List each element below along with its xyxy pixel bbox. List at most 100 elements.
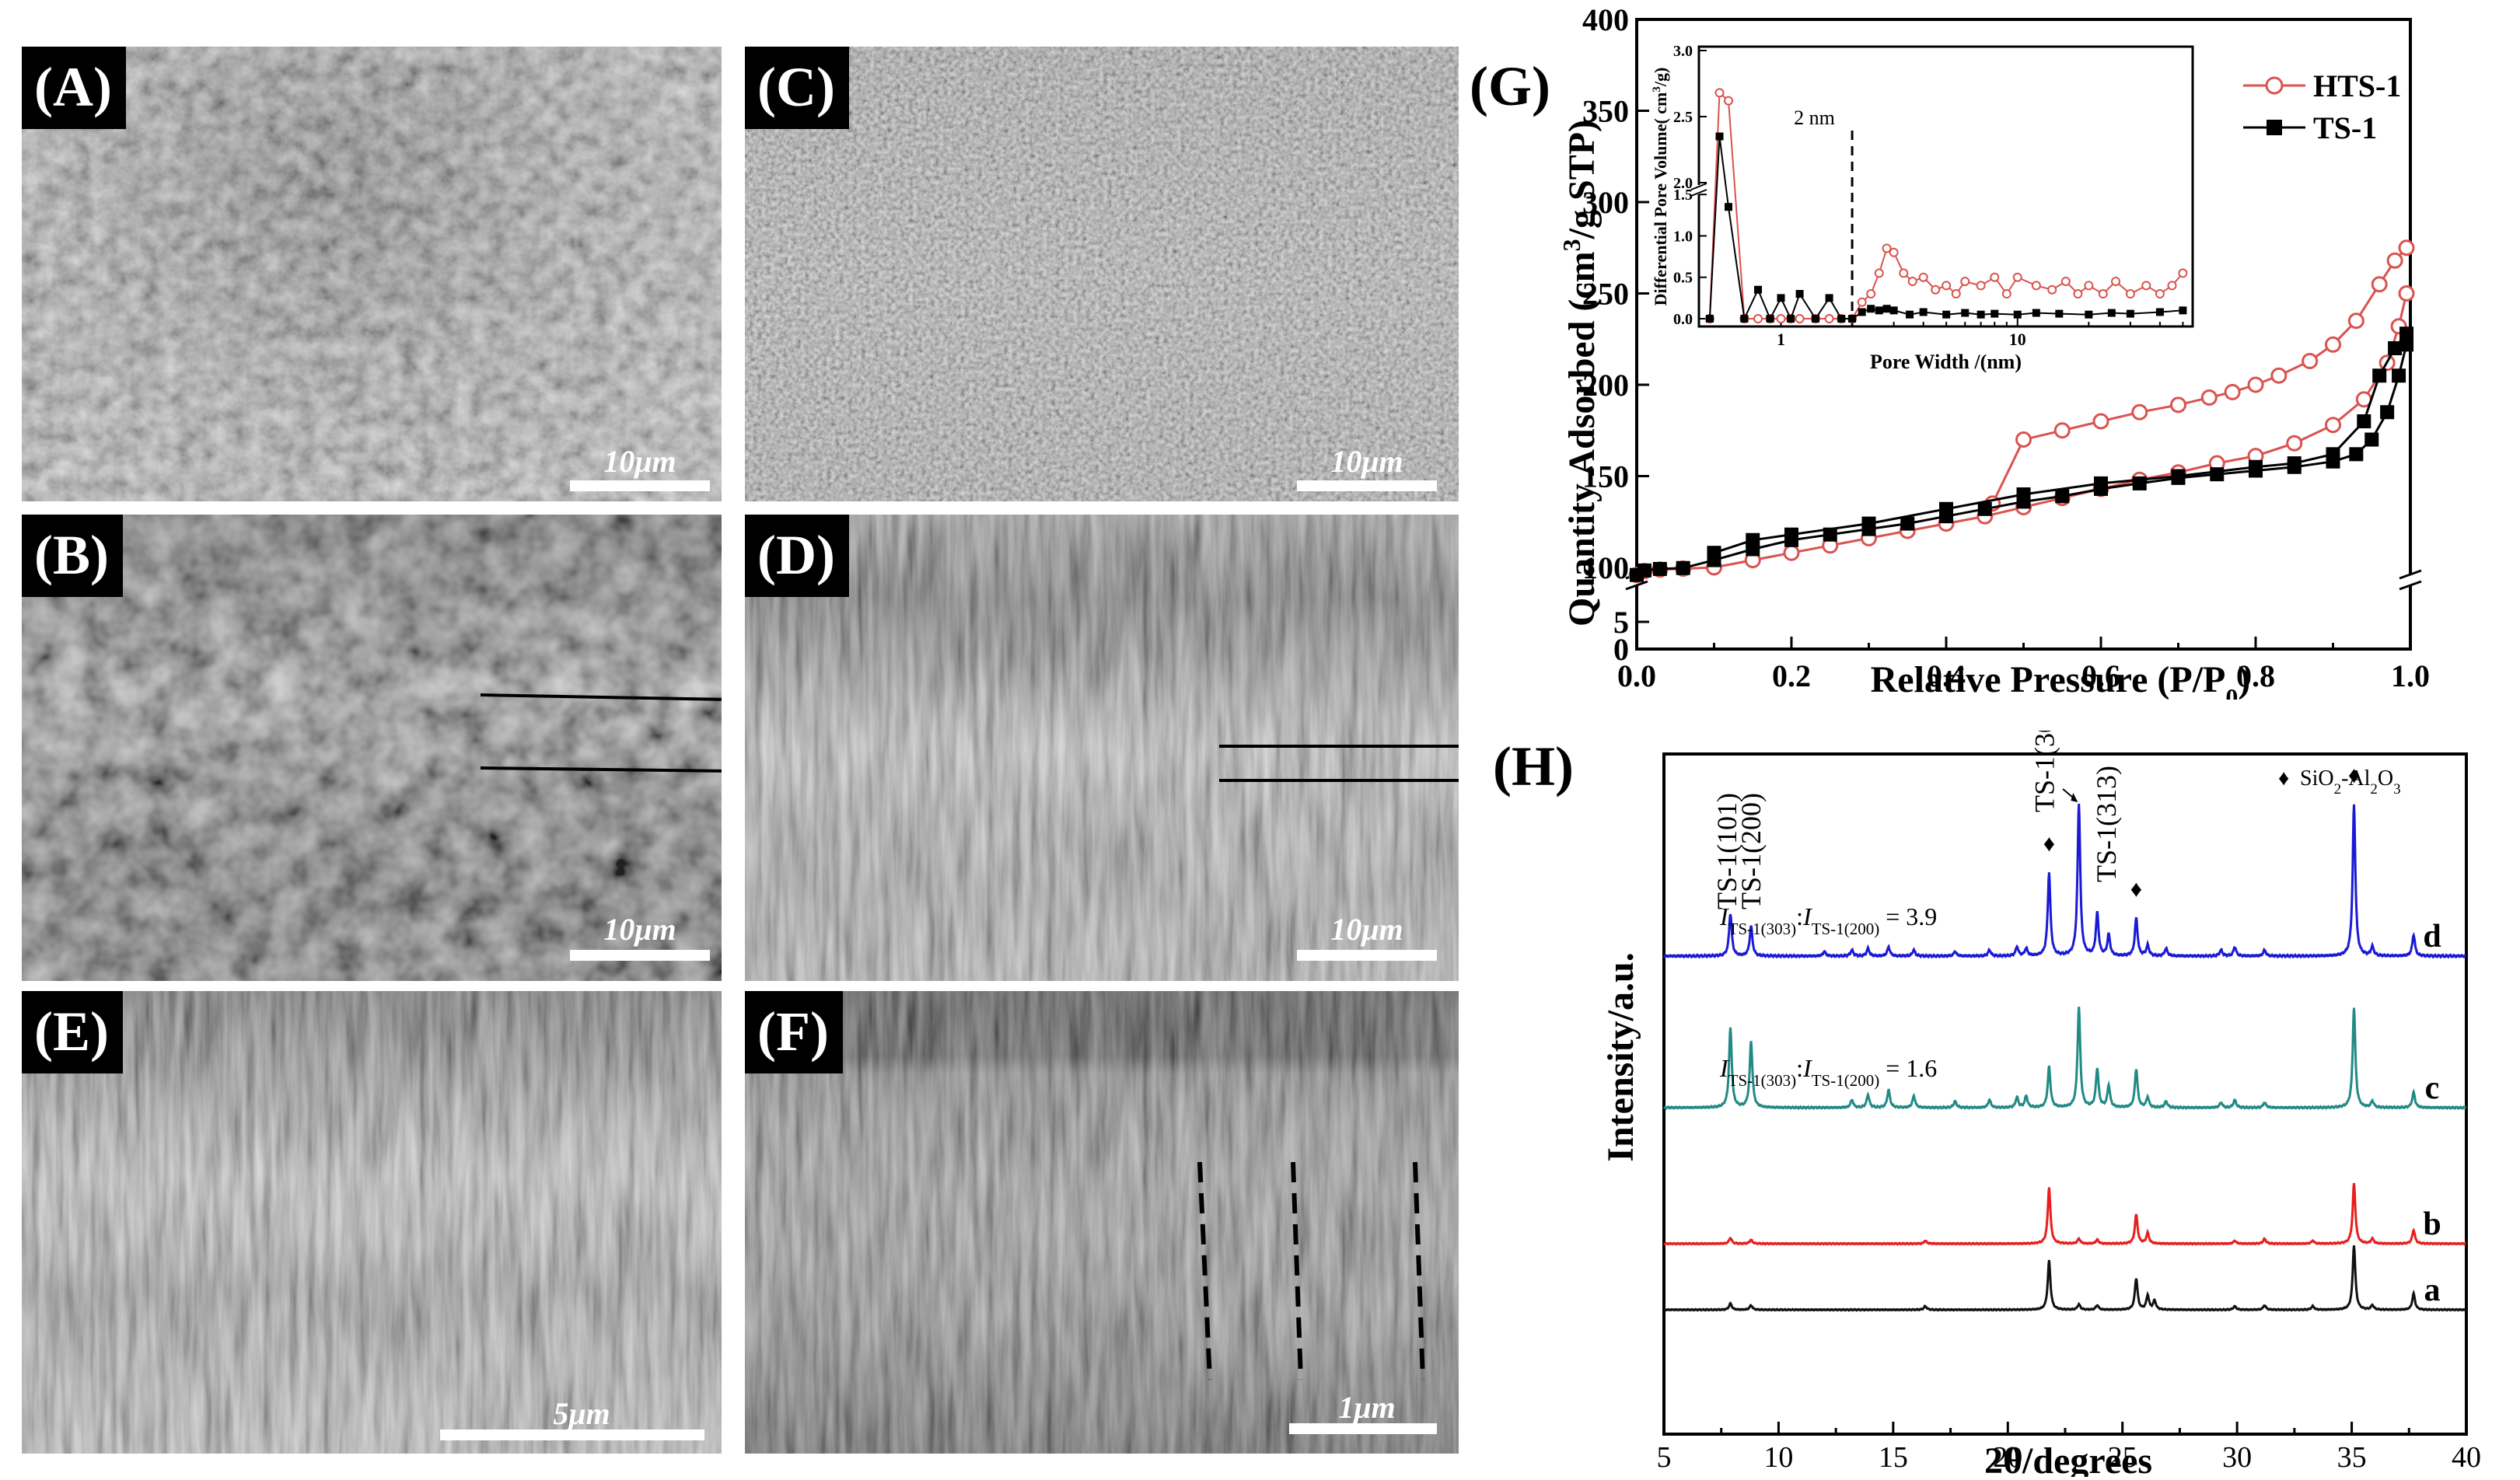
sem-texture: [22, 991, 722, 1454]
data-point-ts1: [2372, 368, 2387, 383]
inset-point-hts1: [2031, 281, 2041, 291]
sem-panel-b: (B) 10μm: [22, 515, 722, 981]
inset-point-ts1: [1777, 294, 1785, 302]
x-tick-label: 40: [2452, 1441, 2481, 1474]
legend-marker: [2265, 76, 2284, 95]
layer-boundary-lines: [480, 693, 722, 773]
data-point-hts1: [2347, 312, 2364, 330]
xrd-pattern-a: [1663, 1245, 2467, 1312]
inset-point-hts1: [1882, 243, 1892, 253]
legend-diamond-icon: ♦: [2278, 766, 2289, 791]
data-point-ts1: [2210, 467, 2225, 482]
x-tick-label: 0.2: [1772, 658, 1811, 693]
diamond-marker-icon: ♦: [2043, 831, 2055, 857]
legend-label: SiO2-Al2O3: [2300, 766, 2401, 798]
inset-point-hts1: [1931, 284, 1941, 295]
inset-frame: [1697, 45, 2194, 328]
inset-point-ts1: [1795, 290, 1804, 298]
scale-bar: [1297, 480, 1437, 491]
data-point-ts1: [2399, 326, 2414, 341]
scale-bar: [440, 1429, 704, 1440]
data-point-ts1: [2016, 487, 2031, 501]
inset-y-tick-label: 2.5: [1673, 109, 1693, 126]
chart-isotherm: (G) 0.0 0.2 0.4 0.6 0.8 1.0 05 100 150 200 250 300 3…: [1470, 2, 2430, 700]
inset-point-ts1: [1875, 306, 1883, 315]
y-axis-label: Intensity/a.u.: [1600, 952, 1641, 1161]
inset-point-ts1: [1740, 315, 1749, 323]
inset-point-ts1: [2013, 310, 2022, 319]
diamond-marker-icon: ♦: [2348, 763, 2360, 788]
inset-point-hts1: [2167, 281, 2177, 291]
panel-label-f: (F): [745, 991, 843, 1073]
inset-point-ts1: [1867, 305, 1875, 313]
inset-point-hts1: [1776, 314, 1786, 323]
inset-point-ts1: [1766, 315, 1774, 323]
data-point-ts1: [2055, 489, 2070, 504]
sem-panel-e: (E) 5μm: [22, 991, 722, 1454]
data-point-ts1: [1784, 527, 1798, 542]
inset-axis-break-mark: [1690, 189, 1707, 197]
data-point-ts1: [2380, 405, 2395, 420]
x-tick-label: 15: [1879, 1441, 1908, 1474]
scale-bar: [570, 950, 710, 961]
data-point-hts1: [2224, 383, 2241, 400]
data-point-ts1: [1652, 561, 1667, 576]
xrd-pattern-c: [1663, 1007, 2467, 1111]
data-point-hts1: [2302, 352, 2319, 369]
data-point-ts1: [1707, 546, 1721, 560]
inset-point-hts1: [2111, 277, 2121, 287]
inset-point-hts1: [1889, 247, 1899, 257]
x-tick-label: 10: [1763, 1441, 1793, 1474]
scale-bar-label: 10μm: [603, 912, 676, 947]
data-point-hts1: [2015, 431, 2032, 448]
inset-point-hts1: [2047, 284, 2057, 295]
panel-label-e: (E): [22, 991, 123, 1073]
data-point-ts1: [2392, 368, 2406, 383]
sem-panel-c: (C) 10μm: [745, 47, 1459, 501]
inset-point-ts1: [2155, 308, 2164, 316]
y-tick-label: 150: [1582, 459, 1629, 494]
legend-label: HTS-1: [2313, 68, 2401, 103]
data-point-ts1: [2357, 414, 2371, 428]
series-label-b: b: [2423, 1206, 2441, 1242]
data-point-hts1: [2371, 276, 2388, 293]
sem-texture: [745, 991, 1459, 1454]
inset-point-ts1: [1725, 203, 1733, 211]
inset-point-ts1: [1906, 310, 1914, 319]
inset-point-ts1: [1754, 285, 1763, 294]
data-point-hts1: [2270, 367, 2288, 384]
inset-point-hts1: [1918, 272, 1928, 282]
inset-y-tick-label: 2.0: [1673, 175, 1693, 192]
legend-label: TS-1: [2313, 110, 2377, 145]
inset-point-hts1: [1724, 96, 1734, 106]
scale-bar-label: 1μm: [1338, 1390, 1396, 1425]
y-axis-label: Quantity Adsorbed (cm3/g STP): [1557, 120, 1603, 627]
y-tick-label: 100: [1582, 550, 1629, 585]
inset-point-hts1: [1960, 277, 1970, 287]
diamond-marker-icon: ♦: [2130, 876, 2142, 902]
inset-point-ts1: [1919, 308, 1928, 316]
axis-break-mark: [2399, 569, 2422, 580]
data-point-ts1: [1861, 516, 1876, 531]
inset-y-axis-label: Differential Pore Volume( cm3/g): [1651, 68, 1670, 306]
inset-point-hts1: [2073, 289, 2083, 299]
panel-label-h: (H): [1493, 735, 1574, 798]
data-point-ts1: [2326, 447, 2340, 462]
y-tick-label: 200: [1582, 368, 1629, 403]
data-point-hts1: [2386, 252, 2403, 269]
data-point-ts1: [1900, 516, 1915, 531]
inset-point-ts1: [1889, 306, 1898, 315]
inset-point-hts1: [1824, 314, 1834, 323]
inset-point-ts1: [1977, 310, 1985, 319]
inset-point-ts1: [1837, 315, 1846, 323]
data-point-hts1: [2325, 417, 2341, 434]
scale-bar-label: 5μm: [553, 1396, 610, 1431]
inset-point-hts1: [1795, 314, 1805, 323]
peak-label: TS-1(200): [1735, 793, 1767, 909]
plot-frame: [1662, 752, 2468, 1436]
data-point-ts1: [2287, 456, 2302, 471]
series-line-ts-1: [1714, 333, 2408, 554]
inset-point-ts1: [1848, 315, 1857, 323]
inset-point-hts1: [2141, 281, 2151, 291]
inset-point-ts1: [2032, 309, 2040, 317]
